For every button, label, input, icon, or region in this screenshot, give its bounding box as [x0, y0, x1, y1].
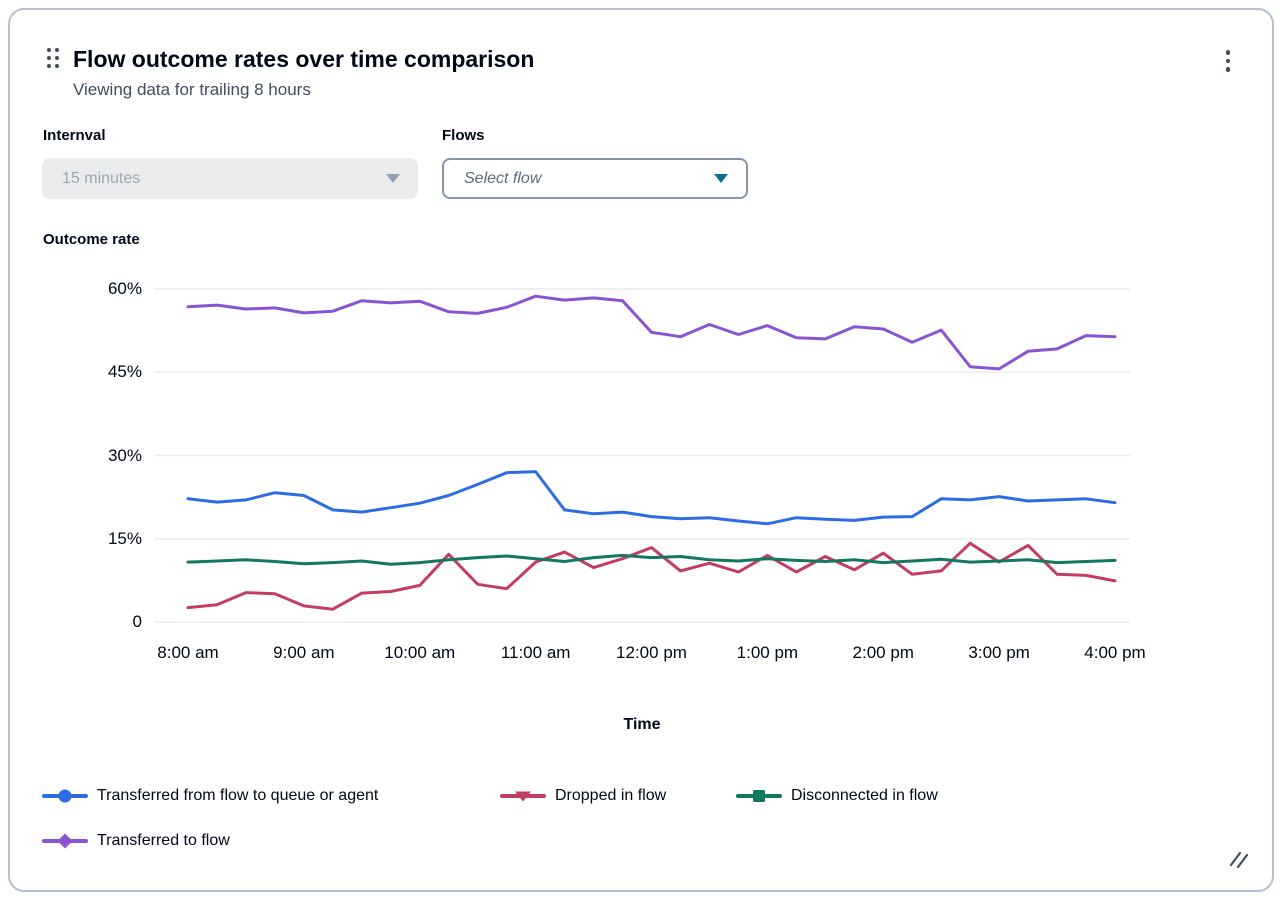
widget-card: Flow outcome rates over time comparison …: [8, 8, 1274, 892]
kebab-menu-button[interactable]: [1214, 44, 1242, 78]
x-tick-label: 3:00 pm: [968, 643, 1030, 662]
legend-line-circle-icon: [42, 789, 88, 803]
kebab-menu-icon: [1225, 50, 1231, 55]
legend-item-dropped-in-flow[interactable]: Dropped in flow: [500, 787, 666, 805]
x-tick-label: 2:00 pm: [852, 643, 914, 662]
legend-line-triangle-icon: [500, 791, 546, 802]
y-tick-label: 45%: [107, 362, 142, 382]
flows-select[interactable]: Select flow: [442, 158, 748, 199]
legend-line-square-icon: [736, 790, 782, 802]
legend-item-transferred-from-flow[interactable]: Transferred from flow to queue or agent: [42, 787, 378, 805]
interval-select[interactable]: 15 minutes: [42, 158, 418, 199]
caret-down-icon: [386, 174, 400, 183]
flows-label: Flows: [442, 127, 485, 144]
x-tick-label: 11:00 am: [500, 643, 571, 662]
card-subtitle: Viewing data for trailing 8 hours: [73, 80, 311, 99]
x-tick-label: 4:00 pm: [1084, 643, 1146, 662]
y-tick-label: 30%: [107, 445, 142, 465]
legend-label: Transferred from flow to queue or agent: [97, 787, 379, 804]
legend-line-diamond-icon: [42, 833, 88, 849]
resize-handle-icon[interactable]: [1228, 850, 1250, 872]
x-tick-label: 1:00 pm: [736, 643, 799, 662]
y-tick-label: 60%: [107, 279, 142, 298]
x-axis-title: Time: [623, 716, 661, 733]
legend-label: Transferred to flow: [97, 832, 230, 849]
x-tick-label: 10:00 am: [384, 643, 456, 662]
interval-select-value: 15 minutes: [62, 169, 141, 187]
legend-item-transferred-to-flow[interactable]: Transferred to flow: [42, 832, 230, 850]
line-chart: [154, 288, 1130, 623]
x-tick-label: 9:00 am: [273, 643, 335, 662]
x-tick-label: 12:00 pm: [616, 643, 687, 662]
legend-label: Disconnected in flow: [791, 787, 938, 804]
legend-label: Dropped in flow: [555, 787, 667, 804]
page-title: Flow outcome rates over time comparison: [73, 46, 535, 72]
drag-handle-icon[interactable]: [47, 48, 61, 72]
y-axis-title: Outcome rate: [43, 231, 140, 248]
x-tick-label: 8:00 am: [157, 643, 219, 662]
caret-down-icon: [714, 174, 728, 183]
flows-select-placeholder: Select flow: [464, 169, 542, 187]
interval-label: Internval: [43, 127, 106, 144]
y-tick-label: 15%: [107, 528, 142, 548]
legend-item-disconnected-in-flow[interactable]: Disconnected in flow: [736, 787, 938, 805]
y-tick-label: 0: [132, 612, 142, 631]
